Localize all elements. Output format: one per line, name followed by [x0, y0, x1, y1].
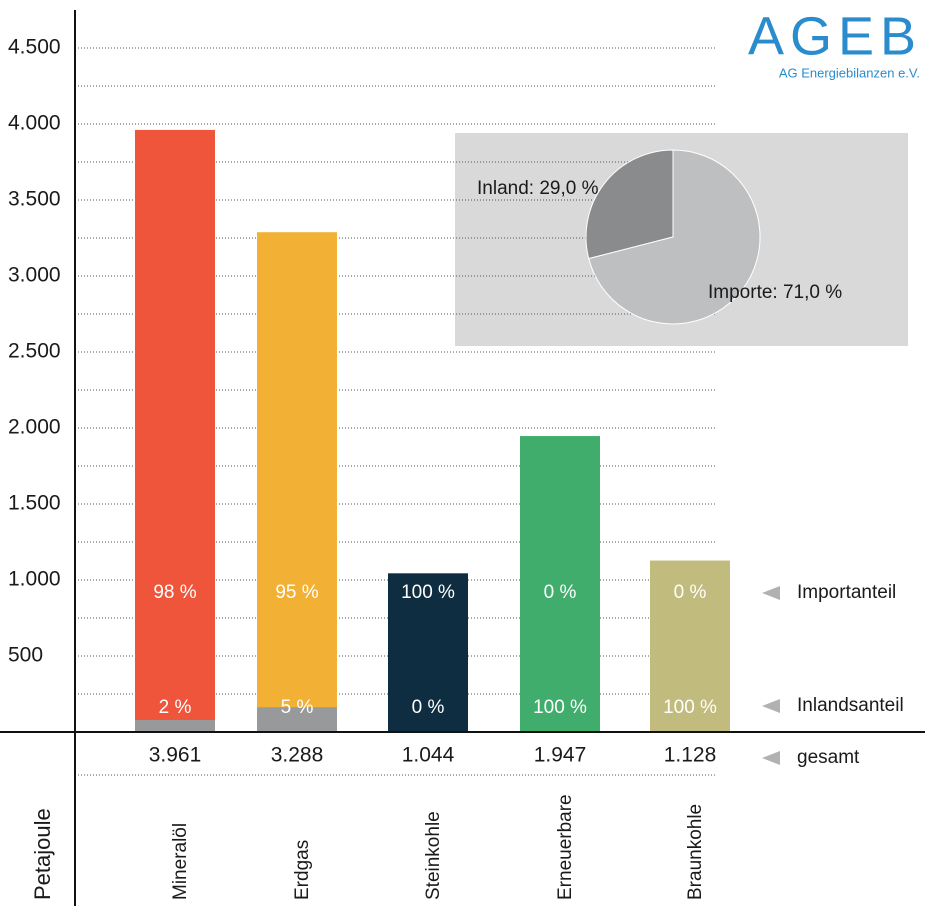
y-tick-label: 2.500 [8, 340, 61, 363]
total-label: 3.961 [149, 744, 202, 767]
share-label: 2 % [159, 697, 192, 718]
share-label: 0 % [544, 582, 577, 603]
share-label: 95 % [275, 582, 318, 603]
marker [762, 699, 780, 713]
y-tick-label: 2.000 [8, 416, 61, 439]
logo-subtitle: AG Energiebilanzen e.V. [779, 65, 920, 80]
y-tick-label: 3.000 [8, 264, 61, 287]
x-tick-label: Braunkohle [685, 804, 706, 900]
x-tick-label: Steinkohle [423, 811, 444, 900]
y-tick-label: 1.500 [8, 492, 61, 515]
bar-segment [257, 707, 337, 732]
marker [762, 586, 780, 600]
row-label: Inlandsanteil [797, 695, 904, 716]
y-tick-label: 3.500 [8, 188, 61, 211]
pie-slice [585, 149, 674, 260]
x-tick-label: Erdgas [292, 840, 313, 900]
bar-segment [257, 232, 337, 708]
share-label: 98 % [153, 582, 196, 603]
row-label: gesamt [797, 747, 860, 768]
total-label: 1.044 [402, 744, 455, 767]
y-tick-label: 1.000 [8, 568, 61, 591]
share-label: 0 % [674, 582, 707, 603]
pie-slice [588, 149, 761, 325]
x-tick-label: Mineralöl [170, 823, 191, 900]
total-label: 1.947 [534, 744, 587, 767]
pie-label: Importe: 71,0 % [708, 282, 842, 303]
logo: AGEB [748, 6, 922, 66]
row-label: Importanteil [797, 582, 896, 603]
share-label: 100 % [533, 697, 587, 718]
bar-segment [388, 573, 468, 732]
share-label: 100 % [663, 697, 717, 718]
share-label: 100 % [401, 582, 455, 603]
share-label: 0 % [412, 697, 445, 718]
total-label: 1.128 [664, 744, 717, 767]
total-label: 3.288 [271, 744, 324, 767]
y-axis-label: Petajoule [30, 808, 55, 900]
y-tick-label: 4.000 [8, 112, 61, 135]
share-label: 5 % [281, 697, 314, 718]
bar-segment [135, 129, 215, 720]
bar-segment [135, 719, 215, 732]
y-tick-label: 500 [8, 644, 43, 667]
x-tick-label: Erneuerbare [555, 794, 576, 900]
bar-segment [650, 560, 730, 732]
bar-segment [520, 436, 600, 732]
marker [762, 751, 780, 765]
pie-label: Inland: 29,0 % [477, 178, 599, 199]
y-tick-label: 4.500 [8, 36, 61, 59]
